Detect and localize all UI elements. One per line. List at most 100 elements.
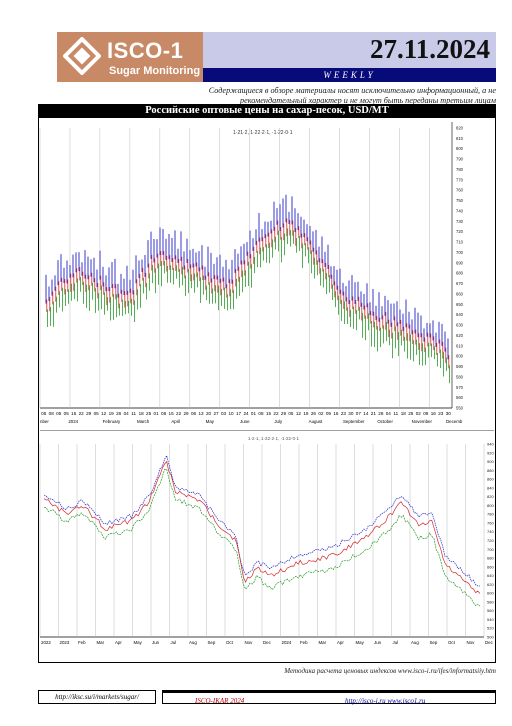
y-tick-label: 820 <box>456 126 464 131</box>
month-label: Apr <box>337 640 344 645</box>
footer-link-left[interactable]: http://iksc.su/i/markets/sugar/ <box>38 690 156 704</box>
y-tick-label: 620 <box>487 582 494 587</box>
footer-links-right[interactable]: http://isco-i.ru www.isco1.ru <box>345 697 426 705</box>
date-tick-label: 24 <box>243 411 249 416</box>
series-line-high <box>43 454 481 587</box>
y-tick-label: 590 <box>456 364 464 369</box>
footer-copyright: ISCO-IKAR 2024 <box>195 697 245 705</box>
y-tick-label: 840 <box>487 485 494 490</box>
date-tick-label: 26 <box>116 411 122 416</box>
date-tick-label: 28 <box>378 411 384 416</box>
date-tick-label: 22 <box>79 411 85 416</box>
y-tick-label: 580 <box>456 374 464 379</box>
month-label: Feb <box>78 640 86 645</box>
company-logo: ISCO-1 Sugar Monitoring <box>57 32 203 82</box>
month-label: September <box>343 419 365 424</box>
month-label: May <box>134 640 143 645</box>
month-label: May <box>356 640 365 645</box>
month-label: March <box>137 419 150 424</box>
disclaimer-text: Содержащиеся в обзоре материалы носят ис… <box>208 86 496 105</box>
y-tick-label: 660 <box>456 291 464 296</box>
y-tick-label: 800 <box>456 146 464 151</box>
y-tick-label: 630 <box>456 323 464 328</box>
y-tick-label: 610 <box>456 343 464 348</box>
date-tick-label: 29 <box>86 411 92 416</box>
date-tick-label: 15 <box>71 411 77 416</box>
date-tick-label: 04 <box>124 411 130 416</box>
y-tick-label: 700 <box>456 250 464 255</box>
y-tick-label: 520 <box>487 626 494 631</box>
date-tick-label: 23 <box>438 411 444 416</box>
month-label: April <box>171 419 180 424</box>
date-tick-label: 16 <box>431 411 437 416</box>
date-tick-label: 02 <box>416 411 422 416</box>
footer-rule <box>162 690 496 693</box>
chart-title: Российские оптовые цены на сахар-песок, … <box>145 105 389 116</box>
y-tick-label: 670 <box>456 281 464 286</box>
date-tick-label: 27 <box>213 411 219 416</box>
date-tick-label: 01 <box>251 411 257 416</box>
date-tick-label: 25 <box>146 411 152 416</box>
y-tick-label: 760 <box>487 520 494 525</box>
month-label: Jul <box>171 640 177 645</box>
methodology-note[interactable]: Методика расчета ценовых индексов www.is… <box>284 667 496 675</box>
date-tick-label: 09 <box>423 411 429 416</box>
y-tick-label: 500 <box>487 635 494 640</box>
date-tick-label: 08 <box>258 411 264 416</box>
weekly-price-chart: 1·21·2, 1·22·2·1, ·1·22·0·1 820 810 800 790… <box>39 122 464 424</box>
date-tick-label: 23 <box>341 411 347 416</box>
month-label: Oct <box>226 640 234 645</box>
chart-title-bar: Российские оптовые цены на сахар-песок, … <box>38 104 496 118</box>
month-label: October <box>377 419 393 424</box>
y-tick-label: 560 <box>456 395 464 400</box>
date-tick-label: 19 <box>109 411 115 416</box>
date-tick-label: 02 <box>318 411 324 416</box>
y-tick-label: 790 <box>456 157 464 162</box>
logo-subtitle: Sugar Monitoring <box>109 65 201 77</box>
series-line-low <box>43 469 481 607</box>
y-tick-label: 690 <box>456 260 464 265</box>
month-label: Aug <box>189 640 197 645</box>
date-tick-label: 05 <box>41 411 47 416</box>
y-tick-label: 780 <box>487 512 494 517</box>
date-tick-label: 03 <box>221 411 227 416</box>
y-tick-label: 650 <box>456 302 464 307</box>
date-tick-label: 18 <box>401 411 407 416</box>
month-label: 2024 <box>282 640 292 645</box>
month-label: February <box>103 419 121 424</box>
date-tick-label: 15 <box>169 411 175 416</box>
diamond-logo-icon <box>63 37 101 75</box>
y-tick-label: 780 <box>456 167 464 172</box>
month-label: Jul <box>393 640 399 645</box>
date-tick-label: 19 <box>303 411 309 416</box>
y-tick-label: 600 <box>456 354 464 359</box>
month-label: Sep <box>430 640 438 645</box>
month-label: Decemb <box>446 419 463 424</box>
y-tick-label: 880 <box>487 468 494 473</box>
date-tick-label: 06 <box>191 411 197 416</box>
date-tick-label: 29 <box>281 411 287 416</box>
date-tick-label: 09 <box>326 411 332 416</box>
month-label: June <box>240 419 250 424</box>
date-tick-label: 16 <box>333 411 339 416</box>
date-tick-label: 13 <box>198 411 204 416</box>
date-tick-label: 12 <box>296 411 302 416</box>
month-label: Nov <box>467 640 476 645</box>
top-chart-legend: 1·21·2, 1·22·2·1, ·1·22·0·1 <box>233 130 293 136</box>
date-tick-label: 08 <box>49 411 55 416</box>
date-tick-label: 21 <box>371 411 377 416</box>
y-tick-label: 730 <box>456 219 464 224</box>
month-label: 2022 <box>41 640 51 645</box>
month-label: August <box>309 419 323 424</box>
date-tick-label: 12 <box>101 411 107 416</box>
y-tick-label: 820 <box>487 494 494 499</box>
y-tick-label: 900 <box>487 459 494 464</box>
date-tick-label: 08 <box>161 411 167 416</box>
date-tick-label: 04 <box>386 411 392 416</box>
y-tick-label: 720 <box>456 229 464 234</box>
date-tick-label: 20 <box>206 411 212 416</box>
month-label: Dec <box>263 640 272 645</box>
month-label: November <box>412 419 433 424</box>
series-line-mid <box>43 460 481 594</box>
month-label: Nov <box>245 640 254 645</box>
